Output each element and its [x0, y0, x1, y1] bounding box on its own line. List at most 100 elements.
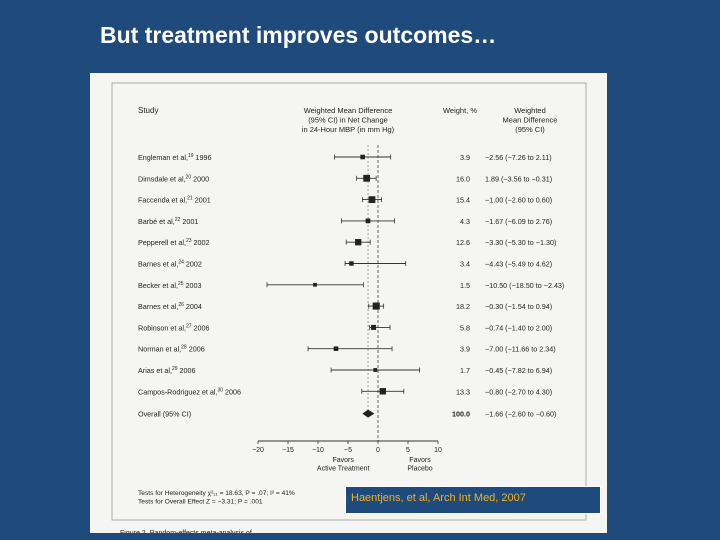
point-estimate: [355, 239, 362, 246]
study-year: 2001: [180, 217, 198, 226]
study-year: 2002: [192, 238, 210, 247]
favors-placebo-label: Favors: [409, 457, 431, 464]
x-tick-label: 10: [434, 447, 442, 454]
study-year: 2004: [184, 302, 202, 311]
study-author: Arias et al,: [138, 366, 172, 375]
citation-text: Haentjens, et al, Arch Int Med, 2007: [351, 492, 526, 504]
study-year: 2006: [187, 345, 205, 354]
weight-value: 1.7: [460, 366, 470, 375]
study-year: 2002: [184, 260, 202, 269]
weight-value: 4.3: [460, 217, 470, 226]
study-ref: 30: [218, 387, 224, 393]
x-tick-label: −20: [252, 447, 264, 454]
header-wmd-line: in 24-Hour MBP (in mm Hg): [302, 125, 395, 134]
weight-value: 5.8: [460, 323, 470, 332]
study-author: Faccenda et al,: [138, 196, 187, 205]
overall-label: Overall (95% CI): [138, 410, 191, 419]
weight-value: 3.9: [460, 345, 470, 354]
weight-value: 13.3: [456, 387, 470, 396]
point-estimate: [372, 302, 380, 310]
ci-text: −0.80 (−2.70 to 4.30): [485, 387, 552, 396]
study-label: Pepperell et al,23 2002: [138, 238, 210, 247]
ci-text: −1.67 (−6.09 to 2.76): [485, 217, 552, 226]
weight-value: 1.5: [460, 281, 470, 290]
figure-caption: Figure 2. Random-effects meta-analysis o…: [120, 530, 260, 533]
study-label: Engleman et al,19 1996: [138, 153, 212, 162]
ci-text: −0.74 (−1.40 to 2.00): [485, 323, 552, 332]
header-ci-line: Mean Difference: [503, 116, 558, 125]
weight-value: 18.2: [456, 302, 470, 311]
header-ci-line: (95% CI): [515, 125, 545, 134]
ci-text: 1.89 (−3.56 to −0.31): [485, 174, 552, 183]
study-ref: 27: [186, 323, 192, 329]
study-ref: 29: [172, 366, 178, 372]
point-estimate: [371, 324, 377, 330]
figure-frame: [111, 82, 587, 521]
x-tick-label: 0: [376, 447, 380, 454]
study-label: Faccenda et al,21 2001: [138, 196, 211, 205]
point-estimate: [360, 154, 365, 160]
ci-text: −0.45 (−7.82 to 6.94): [485, 366, 552, 375]
study-author: Pepperell et al,: [138, 238, 186, 247]
study-label: Barnes et al,24 2002: [138, 260, 202, 269]
study-year: 2001: [193, 196, 211, 205]
study-year: 2000: [191, 174, 209, 183]
study-ref: 21: [187, 196, 193, 202]
point-estimate: [363, 174, 371, 182]
study-ref: 24: [178, 260, 184, 266]
study-author: Barbé et al,: [138, 217, 175, 226]
study-label: Norman et al,28 2006: [138, 345, 205, 354]
weight-value: 3.4: [460, 260, 470, 269]
header-study: Study: [138, 106, 158, 115]
overall-weight: 100.0: [452, 410, 470, 419]
header-wmd-line: Weighted Mean Difference: [304, 106, 393, 115]
point-estimate: [379, 388, 387, 395]
study-author: Robinson et al,: [138, 323, 186, 332]
study-author: Barnes et al,: [138, 260, 178, 269]
x-tick-label: 5: [406, 447, 410, 454]
study-year: 2003: [184, 281, 202, 290]
weight-value: 3.9: [460, 153, 470, 162]
header-wmd-line: (95% CI) in Net Change: [308, 116, 388, 125]
x-tick-label: −10: [312, 447, 324, 454]
study-author: Campos-Rodriguez et al,: [138, 387, 218, 396]
study-label: Barbé et al,22 2001: [138, 217, 198, 226]
ci-text: −4.43 (−5.49 to 4.62): [485, 260, 552, 269]
slide-title: But treatment improves outcomes…: [100, 22, 497, 48]
forest-plot-layer: Study Weighted Mean Difference(95% CI) in…: [120, 106, 564, 533]
study-year: 2006: [192, 323, 210, 332]
study-author: Norman et al,: [138, 345, 181, 354]
footnote-line: Tests for Heterogeneity χ²₁₁ = 18.63, P …: [138, 490, 295, 497]
x-tick-label: −5: [344, 447, 352, 454]
study-label: Arias et al,29 2006: [138, 366, 196, 375]
study-year: 2006: [178, 366, 196, 375]
ci-text: −0.30 (−1.54 to 0.94): [485, 302, 552, 311]
study-year: 1996: [194, 153, 212, 162]
forest-plot-figure: Study Weighted Mean Difference (95% CI) in…: [90, 73, 607, 533]
study-ref: 22: [175, 217, 181, 223]
favors-treatment-label: Favors: [332, 457, 354, 464]
forest-plot: Study Weighted Mean Difference(95% CI) in…: [111, 82, 587, 533]
x-tick-label: −15: [282, 447, 294, 454]
study-ref: 25: [178, 281, 184, 287]
overall-diamond: [362, 409, 375, 418]
study-ref: 20: [186, 174, 192, 180]
ci-text: −7.00 (−11.66 to 2.34): [485, 345, 556, 354]
study-label: Campos-Rodriguez et al,30 2006: [138, 387, 241, 396]
point-estimate: [368, 196, 376, 203]
study-label: Robinson et al,27 2006: [138, 323, 210, 332]
point-estimate: [313, 282, 317, 287]
study-ref: 26: [178, 302, 184, 308]
study-author: Barnes et al,: [138, 302, 178, 311]
study-year: 2006: [223, 387, 241, 396]
citation-box: Haentjens, et al, Arch Int Med, 2007: [345, 486, 601, 514]
ci-text: −2.56 (−7.26 to 2.11): [485, 153, 552, 162]
ci-text: −1.00 (−2.60 to 0.60): [485, 196, 552, 205]
header-ci-line: Weighted: [514, 106, 546, 115]
weight-value: 15.4: [456, 196, 470, 205]
weight-value: 12.6: [456, 238, 470, 247]
study-ref: 23: [186, 238, 192, 244]
study-author: Dimsdale et al,: [138, 174, 186, 183]
favors-placebo-label: Placebo: [407, 466, 432, 473]
weight-value: 16.0: [456, 174, 470, 183]
